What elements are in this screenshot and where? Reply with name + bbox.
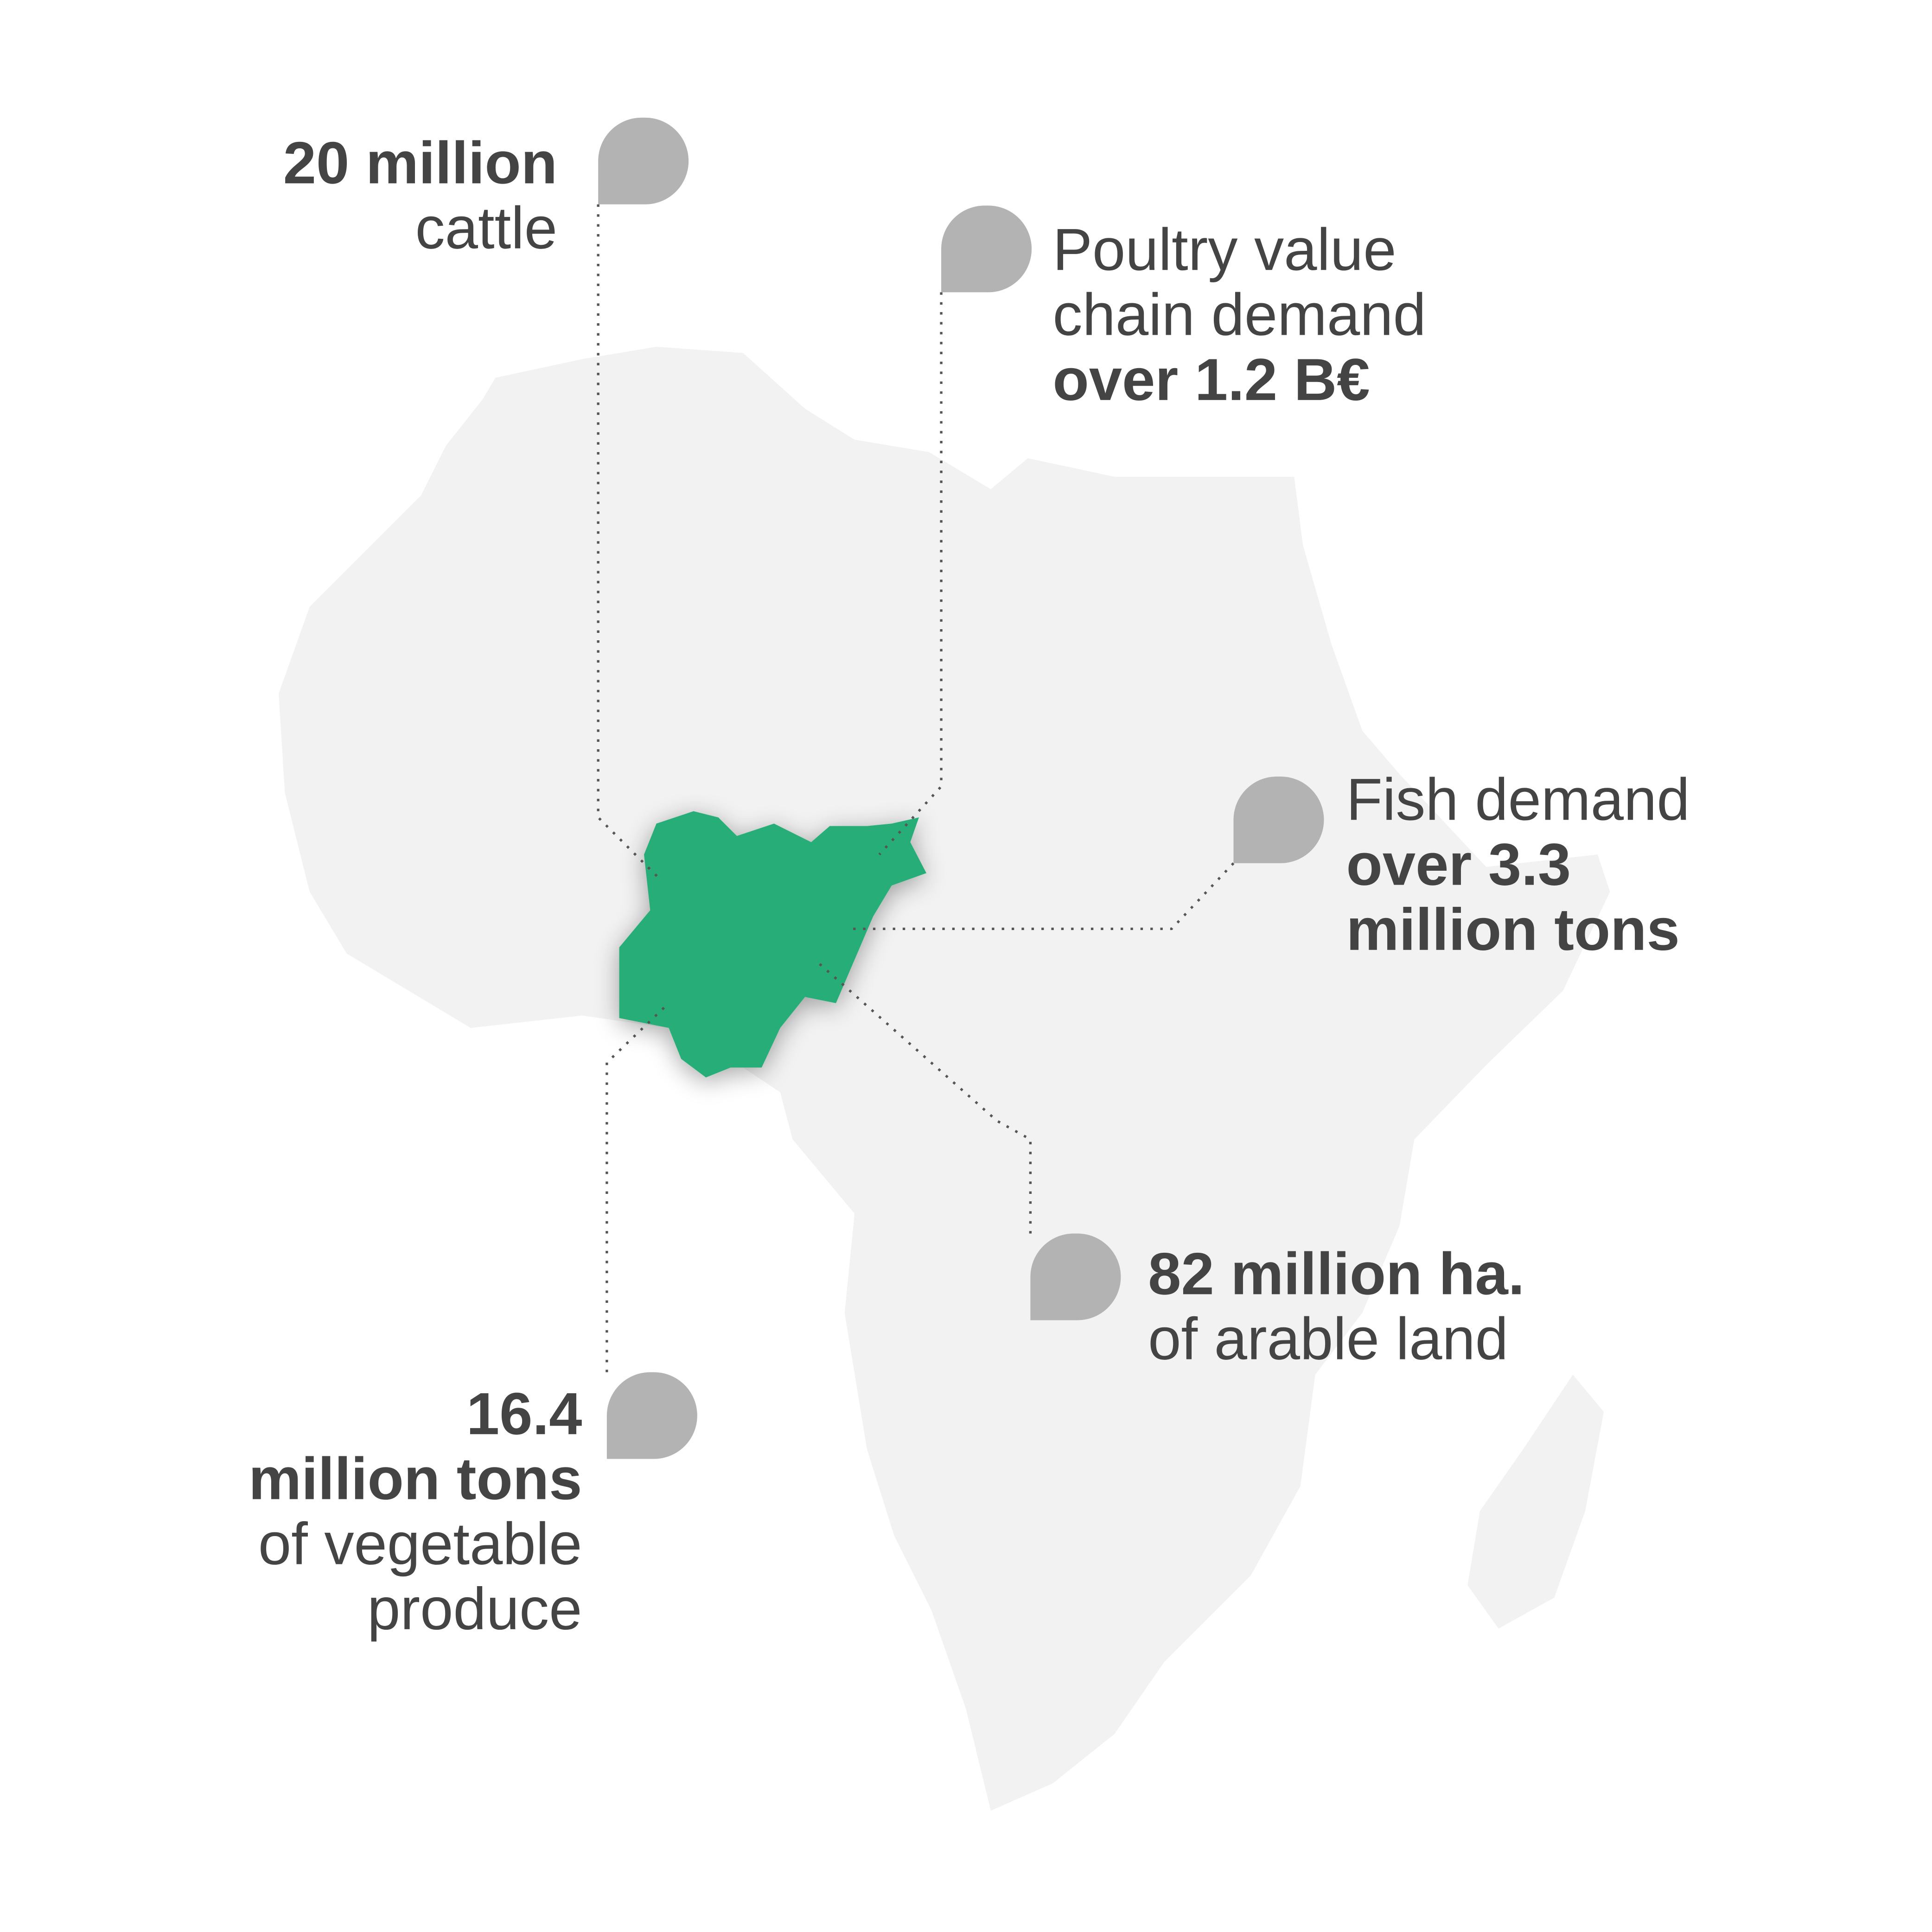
pin xyxy=(606,1372,697,1459)
annotation-line: Poultry value xyxy=(1052,217,1396,283)
connector xyxy=(878,292,943,855)
pin xyxy=(941,205,1032,293)
annotation-line: chain demand xyxy=(1052,282,1426,348)
pin xyxy=(598,117,689,204)
annotation-line: cattle xyxy=(415,195,557,261)
pin xyxy=(1233,776,1324,863)
annotation-line: over 1.2 B€ xyxy=(1052,347,1370,413)
connectors xyxy=(597,204,1235,1372)
nigeria xyxy=(619,811,927,1078)
annotation-line: million tons xyxy=(1346,897,1680,963)
annotation-line: 20 million xyxy=(283,130,557,196)
connector xyxy=(848,862,1235,931)
annotation-line: of vegetable xyxy=(258,1511,582,1577)
annotation-line: 16.4 xyxy=(466,1381,582,1447)
africa-map xyxy=(279,346,1610,1811)
annotation-line: 82 million ha. xyxy=(1148,1241,1524,1307)
annotation-line: produce xyxy=(367,1576,582,1642)
connector xyxy=(606,1002,670,1372)
annotation-line: Fish demand xyxy=(1346,766,1690,833)
annotation-line: of arable land xyxy=(1148,1306,1508,1372)
madagascar xyxy=(1467,1374,1604,1629)
pin xyxy=(1030,1233,1121,1320)
annotation-line: million tons xyxy=(249,1446,582,1512)
annotation-line: over 3.3 xyxy=(1346,832,1571,898)
